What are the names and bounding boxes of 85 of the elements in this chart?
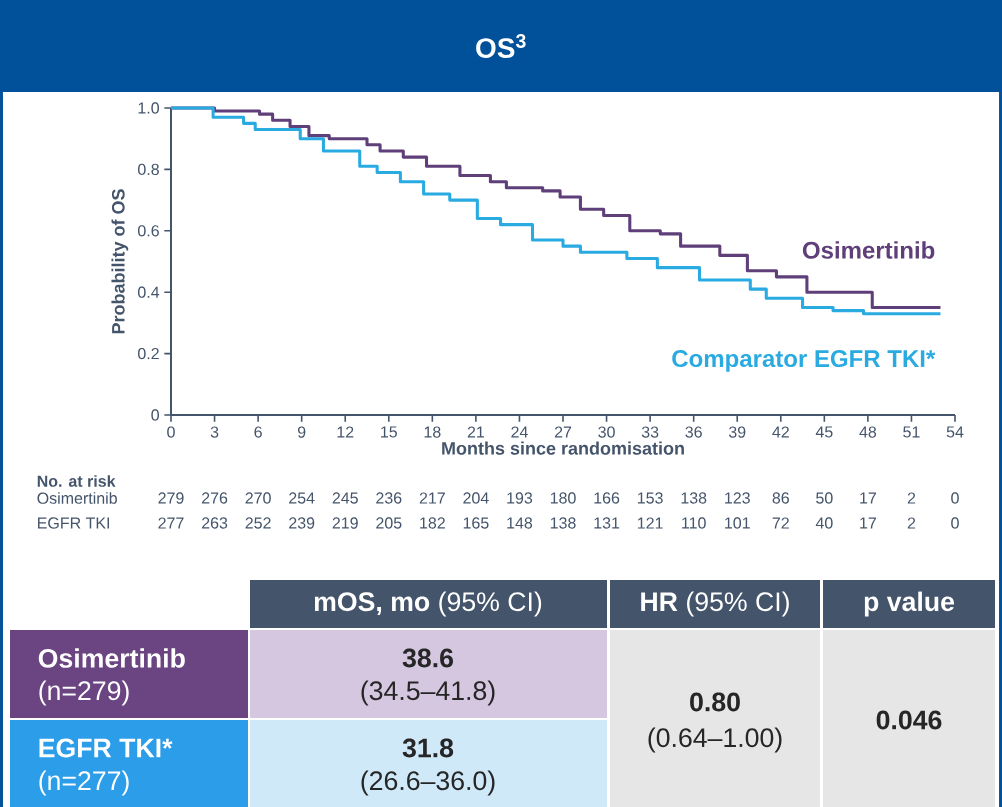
text: 2 xyxy=(907,517,916,529)
y-tick-label: 0 xyxy=(151,409,160,421)
text: 165 xyxy=(463,517,489,529)
text: HR (95% CI) xyxy=(641,591,789,617)
text: 153 xyxy=(637,492,663,504)
text: 50 xyxy=(816,492,833,504)
x-tick-label: 0 xyxy=(167,426,175,438)
text: 182 xyxy=(420,517,445,529)
text: p value xyxy=(864,591,955,617)
text: 110 xyxy=(682,517,706,529)
text: 86 xyxy=(772,492,789,504)
text: 0 xyxy=(951,517,959,529)
x-tick-label: 51 xyxy=(903,426,920,438)
series-label: Osimertinib xyxy=(802,241,935,259)
text: 40 xyxy=(815,517,833,529)
text: 17 xyxy=(860,517,876,529)
text: mOS, mo (95% CI) xyxy=(314,591,542,617)
text: 121 xyxy=(637,517,663,529)
text: 38.6 xyxy=(402,648,453,668)
chart-title: OS$^{3}$ xyxy=(476,34,526,58)
x-tick-label: 18 xyxy=(424,426,441,438)
text: 131 xyxy=(594,517,620,529)
x-tick-label: 12 xyxy=(337,426,354,438)
text: 148 xyxy=(507,517,533,529)
text: 0 xyxy=(951,492,959,504)
y-tick-label: 0.2 xyxy=(138,347,159,360)
text: 138 xyxy=(550,517,576,529)
text: 219 xyxy=(332,517,358,529)
y-tick-label: 0.6 xyxy=(138,225,159,237)
text: 0.80 xyxy=(690,692,740,712)
text: 263 xyxy=(202,517,228,529)
series-label: Comparator EGFR TKI* xyxy=(672,350,936,372)
x-tick-label: 6 xyxy=(254,426,262,438)
x-tick-label: 27 xyxy=(554,426,572,438)
y-tick-label: 0.4 xyxy=(138,286,160,298)
text: 0.046 xyxy=(876,710,942,730)
x-tick-label: 9 xyxy=(297,426,306,438)
text: (34.5–41.8) xyxy=(361,680,495,706)
text: 138 xyxy=(681,492,707,504)
x-tick-label: 30 xyxy=(598,426,615,438)
x-tick-label: 42 xyxy=(772,426,789,438)
text: 193 xyxy=(507,492,533,504)
x-axis-title: Months since randomisation xyxy=(442,441,684,455)
text: 2 xyxy=(907,492,916,504)
text: Osimertinib xyxy=(37,492,117,504)
x-tick-label: 45 xyxy=(815,426,833,438)
text: 277 xyxy=(158,517,184,529)
text: EGFR TKI* xyxy=(39,738,173,758)
text: 166 xyxy=(594,492,620,504)
text: (n=279) xyxy=(39,680,129,706)
text: EGFR TKI xyxy=(38,517,110,529)
text: (n=277) xyxy=(39,770,129,796)
x-tick-label: 15 xyxy=(381,426,397,438)
x-tick-label: 36 xyxy=(685,426,702,438)
text: 205 xyxy=(376,517,402,529)
text: 276 xyxy=(202,492,228,504)
y-axis-title: Probability of OS xyxy=(111,189,129,334)
y-tick-label: 0.8 xyxy=(138,163,159,176)
text: 180 xyxy=(550,492,576,504)
text: 204 xyxy=(463,492,489,504)
y-tick-label: 1.0 xyxy=(138,102,160,114)
x-tick-label: 21 xyxy=(467,426,485,438)
text: No. at risk xyxy=(37,475,116,487)
text: 31.8 xyxy=(402,738,454,758)
text: Osimertinib xyxy=(38,648,185,668)
text: 245 xyxy=(332,492,358,504)
x-tick-label: 33 xyxy=(641,426,659,438)
text: 254 xyxy=(289,492,315,504)
text: 101 xyxy=(725,517,750,529)
x-tick-label: 39 xyxy=(728,426,746,438)
x-tick-label: 48 xyxy=(859,426,877,438)
x-tick-label: 3 xyxy=(210,426,219,438)
text: 252 xyxy=(245,517,271,529)
text: 17 xyxy=(860,492,876,504)
text: (26.6–36.0) xyxy=(361,770,495,796)
text: 123 xyxy=(725,492,750,504)
text: 72 xyxy=(772,517,789,529)
text: 236 xyxy=(376,492,402,504)
text: 279 xyxy=(158,492,184,504)
text: 217 xyxy=(419,492,445,504)
text: (0.64–1.00) xyxy=(648,727,782,753)
text: 270 xyxy=(245,492,271,504)
text: 239 xyxy=(289,517,315,529)
x-tick-label: 54 xyxy=(946,426,964,438)
x-tick-label: 24 xyxy=(511,426,528,438)
